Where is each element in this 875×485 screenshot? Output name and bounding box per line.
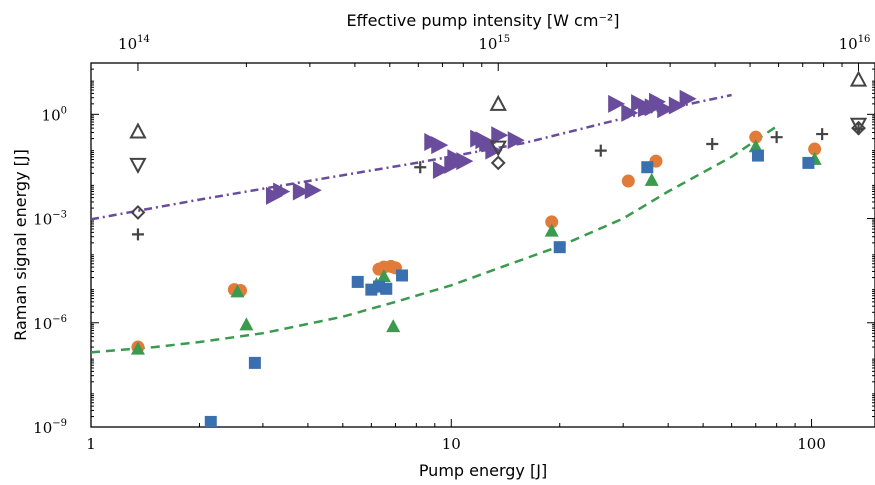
point-triangle-down-open — [489, 140, 507, 157]
point-square — [553, 241, 566, 254]
point-circle — [621, 174, 635, 188]
point-square — [641, 161, 654, 174]
fit-line-dashed — [91, 125, 778, 354]
point-triangle-right — [432, 160, 450, 179]
point-triangle-right — [608, 94, 626, 113]
top-tick-label: 1015 — [478, 34, 510, 53]
point-triangle-right — [507, 131, 525, 150]
point-square — [396, 269, 409, 282]
top-axis-label: Effective pump intensity [W cm⁻²] — [346, 11, 619, 30]
point-diamond-open — [851, 120, 866, 136]
point-triangle-up-open — [129, 122, 147, 139]
top-tick-label: 1014 — [118, 34, 150, 53]
x-tick-label: 1 — [86, 435, 96, 453]
fit-line-dash-dot — [91, 93, 732, 221]
top-tick-label: 1016 — [839, 34, 871, 53]
point-triangle-right — [657, 100, 675, 119]
y-tick-label: 100 — [42, 105, 67, 124]
point-triangle-up — [239, 317, 254, 331]
point-triangle-right — [485, 141, 503, 160]
point-square — [802, 156, 815, 169]
plot-frame — [90, 62, 875, 428]
point-triangle-up — [386, 319, 401, 333]
data-layer — [91, 70, 868, 427]
x-tick-label: 10 — [442, 435, 461, 453]
y-tick-label: 10−3 — [33, 210, 67, 229]
point-triangle-up-open — [849, 70, 868, 87]
point-triangle-right — [668, 96, 686, 115]
y-axis-label: Raman signal energy [J] — [11, 149, 30, 341]
point-triangle-right — [304, 181, 322, 200]
x-axis-label: Pump energy [J] — [419, 461, 547, 480]
point-triangle-up — [376, 269, 391, 283]
point-square — [204, 415, 217, 427]
point-square — [380, 282, 393, 295]
x-tick-label: 100 — [797, 435, 826, 453]
y-tick-label: 10−6 — [33, 314, 67, 333]
point-plus — [594, 144, 607, 157]
point-triangle-right — [679, 89, 697, 108]
point-plus — [131, 228, 144, 241]
point-circle — [749, 130, 763, 144]
point-circle — [545, 215, 559, 229]
point-triangle-up-open — [489, 94, 507, 111]
point-triangle-right — [456, 152, 474, 171]
point-triangle-right — [447, 149, 465, 168]
point-triangle-up — [644, 172, 659, 186]
point-diamond-open — [490, 155, 506, 171]
point-triangle-down-open — [129, 157, 147, 175]
point-square — [751, 149, 764, 162]
point-circle — [808, 142, 822, 156]
point-triangle-right — [273, 182, 291, 201]
point-triangle-up — [748, 139, 763, 153]
point-square — [351, 275, 364, 288]
point-triangle-right — [431, 136, 449, 155]
point-triangle-up — [544, 223, 559, 237]
point-plus — [414, 161, 427, 174]
point-triangle-up — [230, 284, 245, 298]
point-triangle-right — [621, 103, 639, 122]
point-square — [248, 356, 261, 369]
plot-area: 1 10 100 1014 1015 1016 10−9 10−6 10−3 100 — [33, 34, 875, 453]
point-plus — [706, 137, 719, 150]
point-triangle-up — [130, 341, 145, 355]
point-plus — [816, 128, 829, 141]
y-tick-label: 10−9 — [33, 418, 67, 437]
point-plus — [770, 131, 783, 144]
point-diamond-open — [130, 205, 146, 220]
point-triangle-right — [491, 126, 509, 145]
point-triangle-right — [292, 182, 310, 201]
